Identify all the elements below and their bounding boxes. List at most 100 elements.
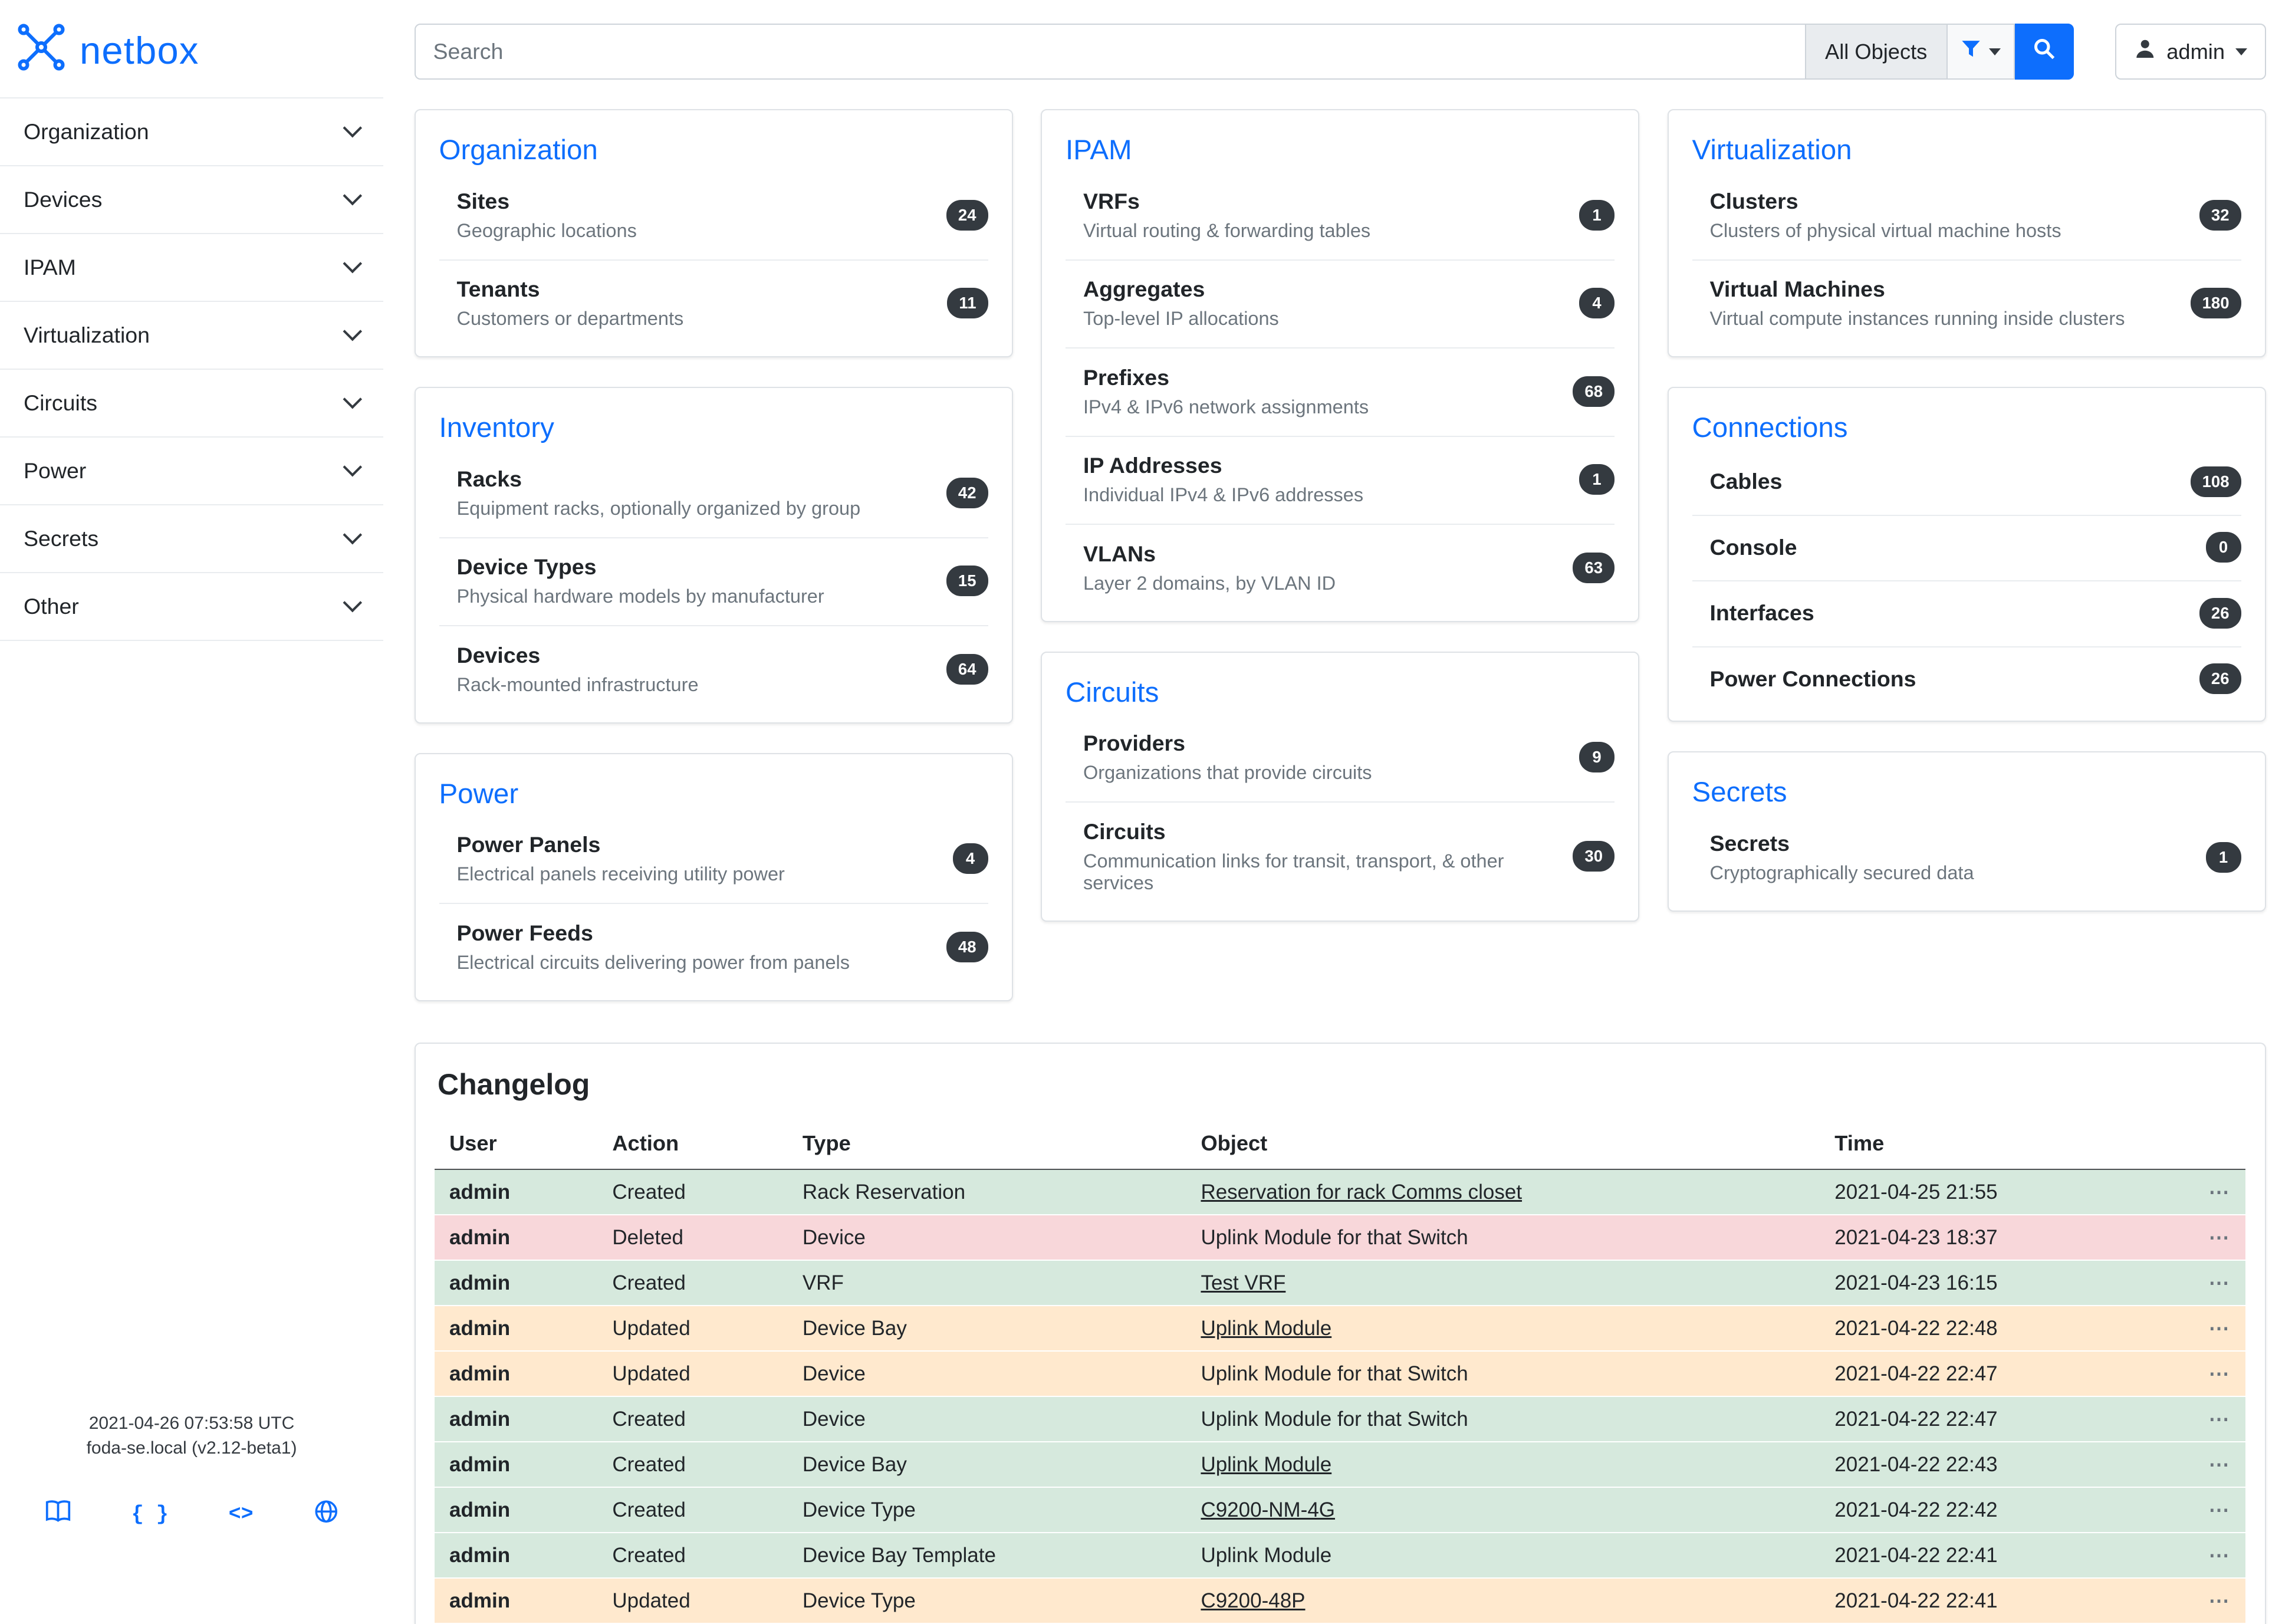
sidebar-item-other[interactable]: Other — [0, 573, 383, 641]
card-item-link-cables[interactable]: Cables — [1710, 469, 1783, 494]
card-item-link-prefixes[interactable]: Prefixes — [1083, 365, 1369, 390]
changelog-object-link[interactable]: C9200-NM-4G — [1201, 1498, 1335, 1521]
changelog-type-cell: Device — [788, 1396, 1186, 1442]
sidebar-item-ipam[interactable]: IPAM — [0, 234, 383, 302]
row-actions-ellipsis[interactable]: ⋯ — [2209, 1453, 2231, 1476]
count-badge: 108 — [2191, 466, 2241, 497]
changelog-actions-cell: ⋯ — [2155, 1215, 2245, 1260]
card-item-link-ip-addresses[interactable]: IP Addresses — [1083, 453, 1363, 478]
card-item-secrets[interactable]: Secrets Cryptographically secured data 1 — [1692, 814, 2241, 902]
sidebar-item-circuits[interactable]: Circuits — [0, 370, 383, 438]
changelog-object-link[interactable]: C9200-48P — [1201, 1589, 1305, 1612]
card-item-link-power-panels[interactable]: Power Panels — [457, 832, 785, 857]
topbar: All Objects — [415, 0, 2266, 97]
row-actions-ellipsis[interactable]: ⋯ — [2209, 1181, 2231, 1204]
card-item-desc: Geographic locations — [457, 220, 637, 242]
card-item-link-clusters[interactable]: Clusters — [1710, 189, 2061, 214]
card-item-power-feeds[interactable]: Power Feeds Electrical circuits deliverin… — [439, 903, 988, 991]
changelog-action-cell: Created — [597, 1533, 787, 1578]
search-scope-button[interactable]: All Objects — [1806, 24, 1948, 80]
card-item-text: Virtual Machines Virtual compute instance… — [1710, 277, 2125, 330]
card-item-desc: Electrical circuits delivering power fro… — [457, 952, 850, 974]
sidebar-item-virtualization[interactable]: Virtualization — [0, 302, 383, 370]
sidebar-item-devices[interactable]: Devices — [0, 166, 383, 234]
sidebar-item-power[interactable]: Power — [0, 438, 383, 505]
card-item-cables[interactable]: Cables 108 — [1692, 450, 2241, 515]
search-filter-button[interactable] — [1948, 24, 2015, 80]
community-globe-icon[interactable] — [314, 1499, 339, 1530]
netbox-brand[interactable]: netbox — [0, 0, 383, 97]
row-actions-ellipsis[interactable]: ⋯ — [2209, 1317, 2231, 1340]
sidebar-item-secrets[interactable]: Secrets — [0, 505, 383, 573]
row-actions-ellipsis[interactable]: ⋯ — [2209, 1544, 2231, 1567]
row-actions-ellipsis[interactable]: ⋯ — [2209, 1271, 2231, 1294]
card-item-desc: Cryptographically secured data — [1710, 862, 1974, 884]
card-item-link-racks[interactable]: Racks — [457, 466, 861, 492]
search-input[interactable] — [415, 24, 1806, 80]
card-item-desc: Virtual compute instances running inside… — [1710, 308, 2125, 330]
code-brackets-icon[interactable]: <> — [229, 1503, 254, 1526]
card-item-link-console[interactable]: Console — [1710, 535, 1797, 560]
changelog-type-cell: Device Bay — [788, 1306, 1186, 1351]
card-item-link-providers[interactable]: Providers — [1083, 731, 1372, 756]
changelog-object-link[interactable]: Uplink Module — [1201, 1317, 1331, 1340]
row-actions-ellipsis[interactable]: ⋯ — [2209, 1589, 2231, 1612]
card-item-link-power-feeds[interactable]: Power Feeds — [457, 921, 850, 946]
changelog-action-cell: Created — [597, 1260, 787, 1306]
card-item-link-interfaces[interactable]: Interfaces — [1710, 600, 1814, 626]
row-actions-ellipsis[interactable]: ⋯ — [2209, 1498, 2231, 1521]
row-actions-ellipsis[interactable]: ⋯ — [2209, 1408, 2231, 1431]
changelog-object-link[interactable]: Uplink Module — [1201, 1453, 1331, 1476]
search-submit-button[interactable] — [2015, 24, 2074, 80]
card-item-link-sites[interactable]: Sites — [457, 189, 637, 214]
card-item-link-secrets[interactable]: Secrets — [1710, 831, 1974, 856]
row-actions-ellipsis[interactable]: ⋯ — [2209, 1362, 2231, 1385]
changelog-time-cell: 2021-04-25 21:55 — [1820, 1169, 2155, 1215]
card-item-link-devices[interactable]: Devices — [457, 643, 699, 668]
changelog-object-link[interactable]: Reservation for rack Comms closet — [1201, 1181, 1522, 1204]
card-item-text: Power Connections — [1710, 666, 1916, 692]
changelog-action-cell: Created — [597, 1396, 787, 1442]
count-badge: 4 — [953, 843, 988, 874]
card-item-link-aggregates[interactable]: Aggregates — [1083, 277, 1279, 302]
card-item-link-vrfs[interactable]: VRFs — [1083, 189, 1370, 214]
user-menu-button[interactable]: admin — [2115, 24, 2265, 80]
sidebar-footer-icons: { } <> — [0, 1499, 383, 1548]
card-item-link-tenants[interactable]: Tenants — [457, 277, 684, 302]
card-item-link-vlans[interactable]: VLANs — [1083, 541, 1336, 567]
card-item-link-device-types[interactable]: Device Types — [457, 554, 824, 580]
sidebar-item-label: Virtualization — [24, 323, 150, 348]
card-item-desc: Virtual routing & forwarding tables — [1083, 220, 1370, 242]
changelog-col-actions — [2155, 1122, 2245, 1170]
card-item-virtual-machines[interactable]: Virtual Machines Virtual compute instance… — [1692, 259, 2241, 348]
sidebar-item-organization[interactable]: Organization — [0, 98, 383, 166]
row-actions-ellipsis[interactable]: ⋯ — [2209, 1226, 2231, 1249]
card-item-link-power-connections[interactable]: Power Connections — [1710, 666, 1916, 692]
card-item-link-virtual-machines[interactable]: Virtual Machines — [1710, 277, 2125, 302]
changelog-action-cell: Deleted — [597, 1215, 787, 1260]
rest-api-braces-icon[interactable]: { } — [131, 1503, 169, 1526]
count-badge: 1 — [2206, 842, 2241, 873]
docs-book-icon[interactable] — [45, 1500, 71, 1529]
changelog-object-link[interactable]: Test VRF — [1201, 1271, 1285, 1294]
card-item-link-circuits[interactable]: Circuits — [1083, 819, 1558, 844]
